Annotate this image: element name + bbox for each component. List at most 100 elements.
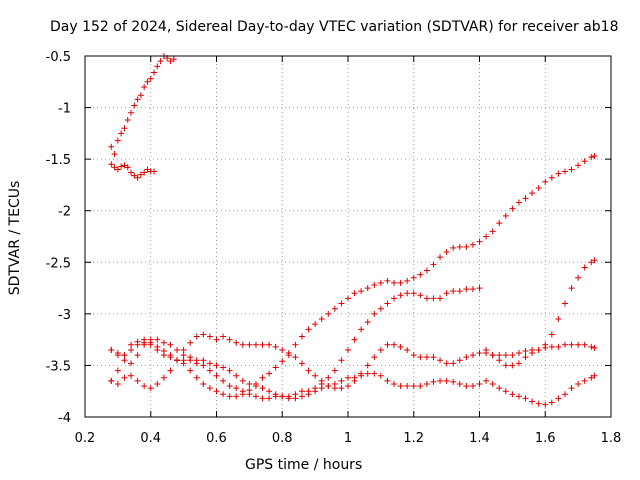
- data-point: [154, 63, 161, 70]
- data-point: [437, 295, 444, 302]
- data-point: [114, 352, 121, 359]
- data-point: [351, 290, 358, 297]
- data-point: [298, 393, 305, 400]
- data-point: [318, 377, 325, 384]
- data-point: [469, 352, 476, 359]
- data-point: [128, 372, 135, 379]
- data-point: [568, 385, 575, 392]
- data-point: [108, 143, 115, 150]
- data-point: [591, 372, 598, 379]
- data-point: [174, 357, 181, 364]
- data-point: [111, 150, 118, 157]
- data-point: [128, 169, 135, 176]
- data-point: [496, 352, 503, 359]
- data-point: [542, 344, 549, 351]
- data-point: [154, 346, 161, 353]
- y-tick-label: -3: [58, 308, 71, 323]
- data-point: [108, 346, 115, 353]
- data-point: [568, 341, 575, 348]
- x-tick-label: 1.4: [469, 431, 490, 446]
- data-point: [522, 395, 529, 402]
- data-point: [502, 352, 509, 359]
- data-point: [151, 69, 158, 76]
- data-point: [417, 383, 424, 390]
- data-point: [206, 333, 213, 340]
- series-6: [108, 336, 598, 408]
- data-point: [266, 370, 273, 377]
- data-point: [141, 341, 148, 348]
- data-point: [345, 374, 351, 381]
- data-point: [575, 380, 582, 387]
- y-tick-label: -1.5: [46, 153, 71, 168]
- data-point: [476, 350, 483, 357]
- data-point: [384, 341, 391, 348]
- data-point: [391, 279, 398, 286]
- data-point: [338, 377, 345, 384]
- data-point: [121, 352, 128, 359]
- data-point: [200, 380, 207, 387]
- data-point: [292, 341, 299, 348]
- data-point: [187, 367, 194, 374]
- data-point: [239, 377, 246, 384]
- data-point: [588, 259, 595, 266]
- data-point: [213, 388, 220, 395]
- data-point: [160, 374, 167, 381]
- data-point: [588, 374, 595, 381]
- data-point: [417, 292, 424, 299]
- data-point: [325, 310, 332, 317]
- data-point: [443, 377, 450, 384]
- data-point: [384, 277, 391, 284]
- data-point: [515, 350, 522, 357]
- data-point: [174, 346, 181, 353]
- data-point: [246, 391, 253, 398]
- data-point: [338, 300, 345, 307]
- data-point: [131, 172, 138, 179]
- data-point: [377, 372, 384, 379]
- plot-frame: [84, 55, 612, 418]
- data-point: [397, 292, 404, 299]
- data-point: [443, 248, 450, 255]
- data-point: [377, 346, 384, 353]
- data-point: [450, 360, 457, 367]
- x-tick-label: 0.2: [75, 431, 96, 446]
- x-tick-label: 1.2: [403, 431, 424, 446]
- data-point: [114, 166, 121, 173]
- data-point: [252, 383, 259, 390]
- data-point: [312, 372, 319, 379]
- data-point: [131, 102, 138, 109]
- chart-title: Day 152 of 2024, Sidereal Day-to-day VTE…: [50, 19, 619, 35]
- data-point: [233, 372, 240, 379]
- data-point: [206, 385, 213, 392]
- data-point: [437, 357, 444, 364]
- data-point: [279, 346, 286, 353]
- data-point: [469, 383, 476, 390]
- data-point: [298, 360, 305, 367]
- data-point: [404, 277, 411, 284]
- data-point: [124, 164, 131, 171]
- data-point: [351, 336, 358, 343]
- data-point: [423, 295, 430, 302]
- data-point: [200, 362, 207, 369]
- data-point: [114, 137, 121, 144]
- data-point: [463, 383, 470, 390]
- data-point: [509, 352, 516, 359]
- data-point: [305, 391, 312, 398]
- data-point: [509, 362, 516, 369]
- data-point: [568, 285, 575, 292]
- series-2: [108, 161, 158, 181]
- data-point: [456, 380, 463, 387]
- data-point: [213, 362, 220, 369]
- x-tick-label: 0.4: [140, 431, 161, 446]
- data-point: [266, 395, 273, 402]
- y-tick-label: -2.5: [46, 256, 71, 271]
- data-point: [430, 261, 437, 268]
- data-point: [128, 109, 135, 116]
- data-point: [180, 357, 187, 364]
- data-point: [483, 350, 490, 357]
- data-point: [187, 339, 194, 346]
- y-tick-label: -3.5: [46, 359, 71, 374]
- data-point: [305, 367, 312, 374]
- data-point: [529, 346, 536, 353]
- data-point: [121, 357, 128, 364]
- data-point: [410, 290, 417, 297]
